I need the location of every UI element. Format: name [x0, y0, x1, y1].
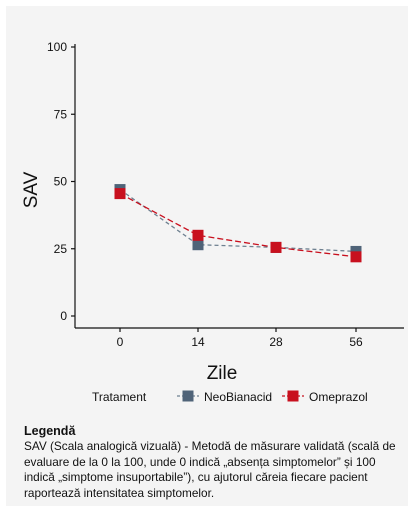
chart-axes: 0 25 50 75 100 0 14 28 56	[47, 40, 404, 349]
y-tick-label: 50	[54, 175, 68, 189]
data-point-neobianacid	[192, 239, 204, 251]
legend-key-marker	[182, 390, 194, 402]
legend-label: NeoBianacid	[204, 390, 272, 404]
y-tick-label: 75	[54, 107, 68, 121]
x-tick-label: 28	[269, 335, 283, 349]
data-point-omeprazol	[114, 188, 126, 200]
note-block: Legendă SAV (Scala analogică vizuală) - …	[24, 424, 404, 501]
series-points	[114, 184, 362, 263]
line-chart: 0 25 50 75 100 0 14 28 56 Zile SAV Tratament Neo…	[21, 40, 404, 404]
x-tick-label: 56	[349, 335, 363, 349]
y-tick-label: 100	[47, 40, 67, 54]
y-axis-title: SAV	[21, 171, 42, 208]
data-point-omeprazol	[350, 251, 362, 263]
figure-card: 0 25 50 75 100 0 14 28 56 Zile SAV Tratament Neo…	[6, 6, 408, 506]
y-tick-label: 0	[60, 309, 67, 323]
chart-legend: Tratament NeoBianacid Omeprazol	[92, 390, 368, 404]
legend-key-marker	[287, 390, 299, 402]
y-tick-label: 25	[54, 242, 68, 256]
x-tick-label: 0	[117, 335, 124, 349]
data-point-omeprazol	[192, 229, 204, 241]
x-tick-label: 14	[191, 335, 205, 349]
legend-label: Omeprazol	[309, 390, 368, 404]
series-line-omeprazol	[119, 193, 357, 258]
x-axis-title: Zile	[207, 363, 238, 384]
series-line-neobianacid	[119, 189, 357, 253]
legend-title: Tratament	[92, 390, 147, 404]
note-text: SAV (Scala analogică vizuală) - Metodă d…	[24, 439, 396, 500]
series-lines	[119, 189, 357, 258]
note-title: Legendă	[24, 424, 76, 438]
data-point-omeprazol	[270, 241, 282, 253]
